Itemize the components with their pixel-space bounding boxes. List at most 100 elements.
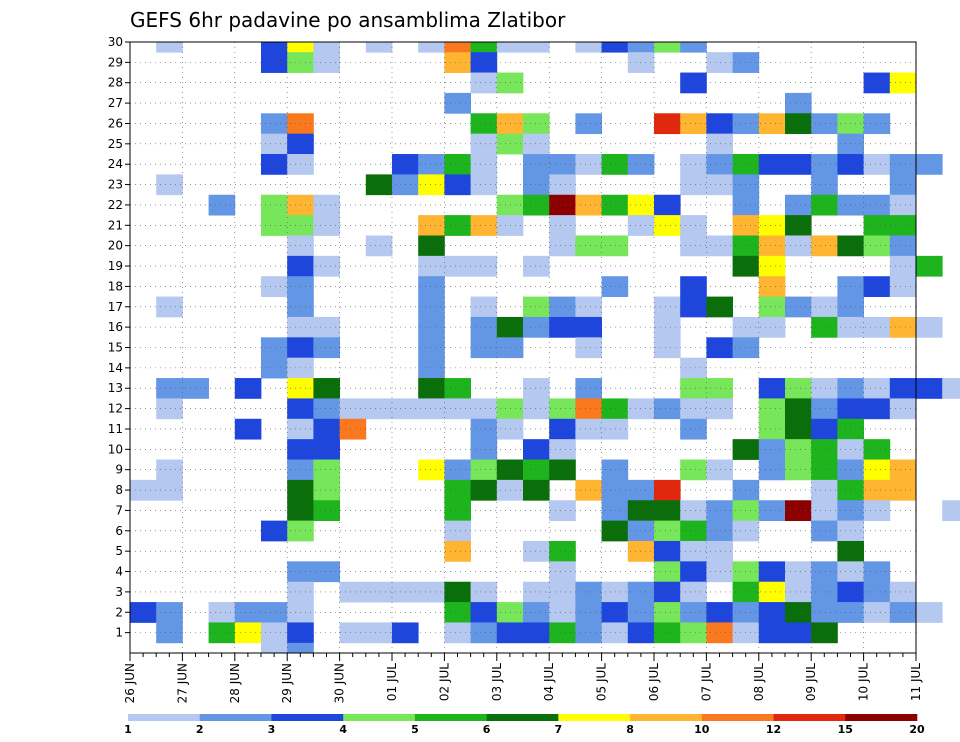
heatmap-cell xyxy=(418,255,445,277)
heatmap-cell xyxy=(785,418,812,440)
heatmap-cell xyxy=(627,42,655,53)
heatmap-cell xyxy=(234,602,262,623)
y-tick-label: 2 xyxy=(115,605,123,619)
heatmap-cell xyxy=(313,52,340,73)
heatmap-cell xyxy=(313,255,340,277)
heatmap-cell xyxy=(313,500,340,522)
colorbar-label: 6 xyxy=(483,723,491,736)
heatmap-cell xyxy=(575,296,602,318)
x-tick-label: 08 JUL xyxy=(752,663,766,701)
heatmap-cell xyxy=(313,337,340,359)
heatmap-cell xyxy=(444,92,471,114)
heatmap-cell xyxy=(863,113,891,135)
x-tick-label: 29 JUN xyxy=(280,663,294,703)
heatmap-cell xyxy=(444,174,471,196)
heatmap-cell xyxy=(444,398,471,420)
heatmap-cell xyxy=(785,439,812,460)
heatmap-cell xyxy=(758,255,786,277)
heatmap-cell xyxy=(627,500,655,522)
heatmap-cell xyxy=(654,215,681,236)
heatmap-cell xyxy=(863,72,891,94)
y-tick-label: 25 xyxy=(108,137,123,151)
heatmap-cell xyxy=(654,398,681,420)
colorbar-swatch xyxy=(845,714,918,721)
heatmap-cell xyxy=(418,581,445,603)
heatmap-cell xyxy=(601,398,629,420)
heatmap-cell xyxy=(680,357,707,379)
heatmap-cell xyxy=(863,154,891,175)
heatmap-cell xyxy=(863,459,891,481)
heatmap-cell xyxy=(601,418,629,440)
heatmap-cell xyxy=(680,378,707,399)
heatmap-cell xyxy=(654,42,681,53)
heatmap-cell xyxy=(627,398,655,420)
colorbar-label: 12 xyxy=(766,723,781,736)
colorbar-label: 4 xyxy=(339,723,347,736)
y-tick-label: 15 xyxy=(108,341,123,355)
heatmap-cell xyxy=(889,459,917,481)
heatmap-cell xyxy=(156,479,183,501)
heatmap-cell xyxy=(575,316,602,338)
heatmap-cell xyxy=(444,459,471,481)
heatmap-cell xyxy=(680,520,707,542)
heatmap-cell xyxy=(680,561,707,583)
heatmap-cell xyxy=(863,235,891,257)
heatmap-cell xyxy=(785,622,812,644)
heatmap-cell xyxy=(575,235,602,257)
heatmap-cell xyxy=(758,500,786,522)
heatmap-cell xyxy=(785,215,812,236)
heatmap-cell xyxy=(523,378,550,399)
heatmap-cell xyxy=(156,459,183,481)
heatmap-cell xyxy=(156,378,183,399)
heatmap-cell xyxy=(811,296,838,318)
heatmap-cell xyxy=(889,602,917,623)
heatmap-cell xyxy=(758,316,786,338)
y-tick-label: 19 xyxy=(108,259,123,273)
heatmap-cell xyxy=(889,255,917,277)
heatmap-cell xyxy=(680,296,707,318)
heatmap-cell xyxy=(785,154,812,175)
heatmap-cell xyxy=(706,602,733,623)
heatmap-cell xyxy=(706,113,733,135)
heatmap-cell xyxy=(444,378,471,399)
heatmap-cell xyxy=(549,418,576,440)
heatmap-cell xyxy=(601,276,629,297)
heatmap-cell xyxy=(313,439,340,460)
heatmap-cell xyxy=(130,602,157,623)
heatmap-cell xyxy=(156,622,183,644)
heatmap-cell xyxy=(889,378,917,399)
heatmap-cell xyxy=(680,235,707,257)
heatmap-cell xyxy=(339,622,367,644)
heatmap-cell xyxy=(549,602,576,623)
heatmap-cell xyxy=(287,42,314,53)
heatmap-cell xyxy=(575,602,602,623)
heatmap-cell xyxy=(889,581,917,603)
heatmap-cell xyxy=(365,398,393,420)
heatmap-cell xyxy=(811,235,838,257)
y-tick-label: 4 xyxy=(115,565,123,579)
heatmap-cell xyxy=(418,215,445,236)
heatmap-cell xyxy=(785,113,812,135)
heatmap-cell xyxy=(601,500,629,522)
heatmap-cell xyxy=(863,439,891,460)
heatmap-cell xyxy=(261,52,288,73)
heatmap-cell xyxy=(234,378,262,399)
heatmap-cell xyxy=(811,602,838,623)
heatmap-cell xyxy=(680,581,707,603)
heatmap-cell xyxy=(418,316,445,338)
heatmap-cell xyxy=(601,459,629,481)
y-tick-label: 16 xyxy=(108,320,123,334)
heatmap-cell xyxy=(706,398,733,420)
colorbar-swatch xyxy=(271,714,344,721)
heatmap-cell xyxy=(365,622,393,644)
heatmap-cell xyxy=(758,378,786,399)
heatmap-cell xyxy=(470,622,498,644)
heatmap-cell xyxy=(863,479,891,501)
heatmap-cell xyxy=(785,235,812,257)
heatmap-cell xyxy=(889,235,917,257)
heatmap-cell xyxy=(418,296,445,318)
heatmap-cell xyxy=(863,561,891,583)
heatmap-cell xyxy=(287,642,314,654)
heatmap-cell xyxy=(627,540,655,562)
heatmap-cell xyxy=(523,540,550,562)
